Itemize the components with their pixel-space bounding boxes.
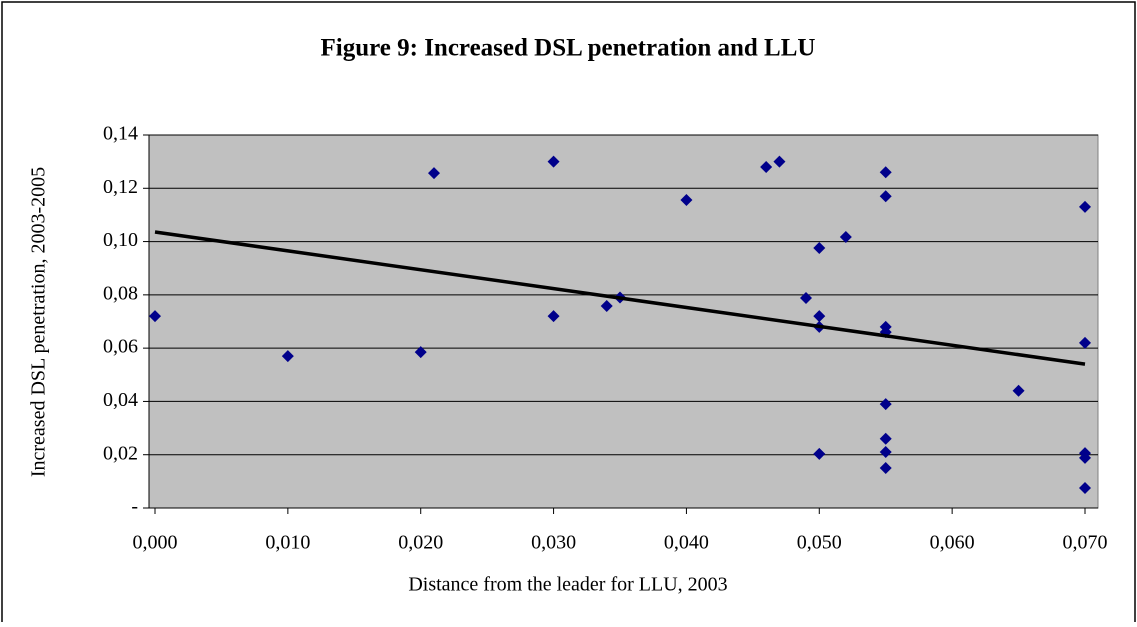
point: [813, 241, 826, 254]
point: [428, 167, 440, 180]
x-tick-label: 0,020: [398, 532, 443, 554]
point: [149, 310, 161, 323]
point: [879, 398, 892, 411]
y-axis-label: Increased DSL penetration, 2003-2005: [28, 167, 50, 477]
y-tick-label: 0,02: [103, 442, 138, 464]
point: [547, 155, 560, 168]
x-tick-label: 0,010: [265, 532, 310, 554]
point: [879, 446, 892, 459]
point: [680, 194, 693, 207]
point: [813, 447, 826, 460]
y-tick-label: 0,08: [103, 282, 138, 304]
point: [1079, 200, 1091, 213]
x-tick-label: 0,050: [797, 532, 842, 554]
y-tick-label: -: [131, 496, 138, 518]
point: [879, 190, 892, 203]
point: [839, 231, 852, 244]
point: [1079, 336, 1091, 349]
point: [281, 350, 294, 363]
y-tick-label: 0,14: [103, 123, 138, 145]
y-tick-label: 0,12: [103, 176, 138, 198]
x-tick-label: 0,060: [930, 532, 975, 554]
x-tick-label: 0,030: [531, 532, 576, 554]
x-axis-label: Distance from the leader for LLU, 2003: [408, 574, 727, 596]
y-tick-label: 0,10: [103, 229, 138, 251]
point: [773, 155, 786, 168]
point: [414, 346, 427, 359]
chart-title: Figure 9: Increased DSL penetration and …: [321, 35, 816, 62]
trend-line: [154, 230, 1086, 366]
x-tick-label: 0,070: [1063, 532, 1108, 554]
point: [879, 462, 892, 475]
point: [1012, 384, 1025, 397]
point: [600, 300, 613, 313]
point: [800, 292, 812, 305]
x-tick-label: 0,000: [133, 532, 178, 554]
point: [1079, 451, 1091, 464]
point: [547, 310, 560, 323]
y-tick-label: 0,06: [103, 336, 138, 358]
point: [1079, 482, 1091, 495]
plot-area: [148, 134, 1099, 509]
x-tick-label: 0,040: [664, 532, 709, 554]
y-tick-label: 0,04: [103, 389, 138, 411]
point: [879, 432, 892, 445]
point: [879, 166, 892, 179]
point: [760, 160, 773, 173]
point: [813, 310, 826, 323]
